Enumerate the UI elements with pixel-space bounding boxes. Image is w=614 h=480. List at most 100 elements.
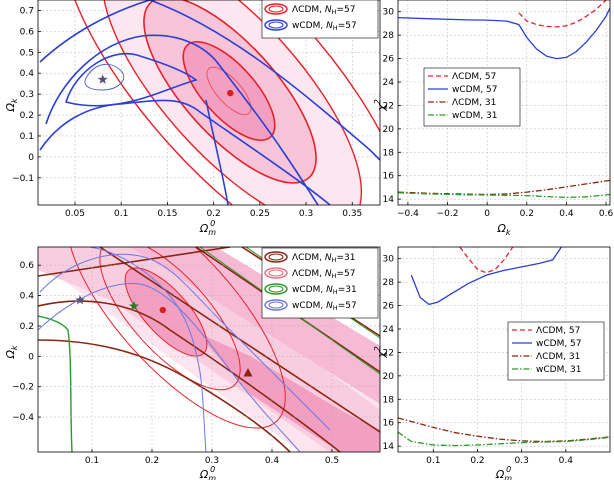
xlabel-bottom-left: Ωm0 — [199, 465, 216, 480]
xlabel-top-left: Ωm0 — [199, 219, 216, 237]
tick-label-y: 16 — [383, 172, 395, 182]
series-line — [398, 431, 610, 447]
legend-label: wCDM, 57 — [452, 85, 498, 95]
series-line — [518, 0, 607, 28]
legend-label: wCDM, NH=31 — [292, 285, 357, 296]
legend-bottom-right: ΛCDM, 57 wCDM, 57 ΛCDM, 31 wCDM, 31 — [507, 321, 605, 381]
lcdm31-contour-3 — [38, 339, 291, 452]
tick-label-x: 0.1 — [426, 456, 440, 466]
lcdm57-1sigma — [124, 267, 208, 357]
legend-label: wCDM, 57 — [536, 339, 582, 349]
lcdm31-band — [130, 247, 380, 404]
best-fit-star — [97, 74, 108, 84]
xlabel-bottom-right: Ωm0 — [495, 465, 512, 480]
wcdm57-far-contour — [149, 0, 380, 161]
legend-swatch-inner — [268, 301, 284, 309]
tick-label-x: 0.3 — [205, 456, 219, 466]
legend-label: ΛCDM, NH=57 — [292, 5, 355, 16]
tick-label-x: 0.35 — [342, 209, 362, 219]
tick-label-x: 0.4 — [265, 456, 280, 466]
tick-label-y: 16 — [383, 419, 395, 429]
wcdm57-contour-2 — [89, 247, 207, 452]
tick-label-x: 0.25 — [250, 209, 270, 219]
legend-swatch-inner — [268, 5, 284, 13]
tick-label-x: 0.3 — [515, 456, 529, 466]
legend-label: ΛCDM, 31 — [536, 352, 580, 362]
best-fit-star — [75, 294, 85, 305]
tick-label-y: 0.6 — [20, 27, 35, 37]
tick-label-y: 26 — [383, 302, 395, 312]
legend-label: wCDM, NH=57 — [292, 21, 357, 32]
series-line — [398, 7, 610, 60]
legend-swatch-inner — [268, 253, 284, 261]
frame-bottom-right — [397, 246, 611, 453]
tick-label-y: 26 — [383, 55, 395, 65]
legend-swatch — [264, 283, 288, 295]
contours-bottom-left — [38, 247, 380, 452]
tick-label-y: 14 — [383, 442, 395, 452]
best-fit-triangle — [243, 368, 253, 377]
tick-label-y: 28 — [383, 278, 395, 288]
series-line — [459, 247, 514, 274]
legend-swatch — [264, 19, 288, 31]
frame-top-left — [37, 0, 381, 206]
lcdm31-contour-1 — [38, 247, 231, 277]
tick-label-y: −0.2 — [12, 383, 34, 393]
legend-label: ΛCDM, 31 — [452, 98, 496, 108]
tick-label-y: 22 — [383, 348, 394, 358]
wcdm57-inner-contour — [84, 63, 125, 91]
tick-label-x: 0.5 — [325, 456, 339, 466]
tick-label-y: 18 — [383, 148, 395, 158]
tick-label-y: 24 — [383, 325, 395, 335]
tick-label-x: 0.4 — [559, 456, 574, 466]
tick-label-x: 0.15 — [157, 209, 177, 219]
legend-label: ΛCDM, 57 — [536, 326, 580, 336]
tick-label-y: 22 — [383, 101, 394, 111]
series-line — [398, 179, 610, 196]
tick-label-x: 0.2 — [520, 209, 534, 219]
lcdm31-band-inner — [196, 332, 380, 452]
legend-top-left: ΛCDM, NH=57 wCDM, NH=57 — [261, 0, 379, 39]
tick-label-y: 0.2 — [20, 322, 34, 332]
lcdm57-inner — [206, 66, 252, 116]
legend-swatch-inner — [268, 21, 284, 29]
lcdm57-3sigma — [66, 247, 286, 429]
panel-top-left: 0.05 0.1 0.15 0.2 0.25 0.3 0.35 −0.1 0 0.1 0.2 0.3 0… — [4, 0, 381, 237]
tick-label-x: 0 — [484, 209, 490, 219]
legend-label: ΛCDM, NH=57 — [292, 269, 355, 280]
panel-bottom-right: 0.1 0.2 0.3 0.4 14 16 18 20 22 24 26 28 30 ΛCDM, 57 w… — [373, 246, 611, 480]
frame-top-right — [397, 0, 611, 206]
wcdm31-contour-1 — [38, 315, 73, 452]
tick-label-y: 0 — [28, 352, 34, 362]
tick-label-y: 0.7 — [20, 6, 34, 16]
ylabel-bottom-left: Ωk — [4, 345, 19, 359]
tick-label-x: 0.1 — [85, 456, 99, 466]
tick-label-y: 0.6 — [20, 261, 35, 271]
tick-label-y: −0.1 — [12, 174, 34, 184]
tick-label-y: 0.3 — [20, 90, 34, 100]
legend-swatch — [264, 251, 288, 263]
wcdm57-outer-contour — [45, 34, 319, 205]
legend-label: ΛCDM, NH=31 — [292, 253, 355, 264]
tick-label-y: 28 — [383, 31, 395, 41]
tick-label-y: 20 — [383, 125, 395, 135]
tick-label-y: 30 — [383, 255, 395, 265]
legend-bottom-left: ΛCDM, NH=31 ΛCDM, NH=57 wCDM, NH=31 wCDM, N… — [261, 247, 379, 319]
frame-bottom-left — [37, 246, 381, 453]
legend-swatch — [264, 299, 288, 311]
tick-label-x: 0.2 — [206, 209, 220, 219]
series-line — [398, 192, 610, 199]
series-line — [398, 417, 610, 443]
tick-label-x: 0.05 — [65, 209, 85, 219]
tick-label-x: 0.3 — [299, 209, 313, 219]
tick-label-y: 24 — [383, 78, 395, 88]
tick-label-y: 0.4 — [20, 292, 35, 302]
tick-label-x: 0.4 — [559, 209, 574, 219]
tick-label-y: 0 — [28, 153, 34, 163]
lcdm31-contour-2 — [38, 300, 341, 452]
legend-label: wCDM, NH=57 — [292, 301, 357, 312]
best-fit-circle — [159, 306, 166, 314]
legend-swatch — [264, 3, 288, 15]
tick-label-y: 0.1 — [20, 132, 34, 142]
